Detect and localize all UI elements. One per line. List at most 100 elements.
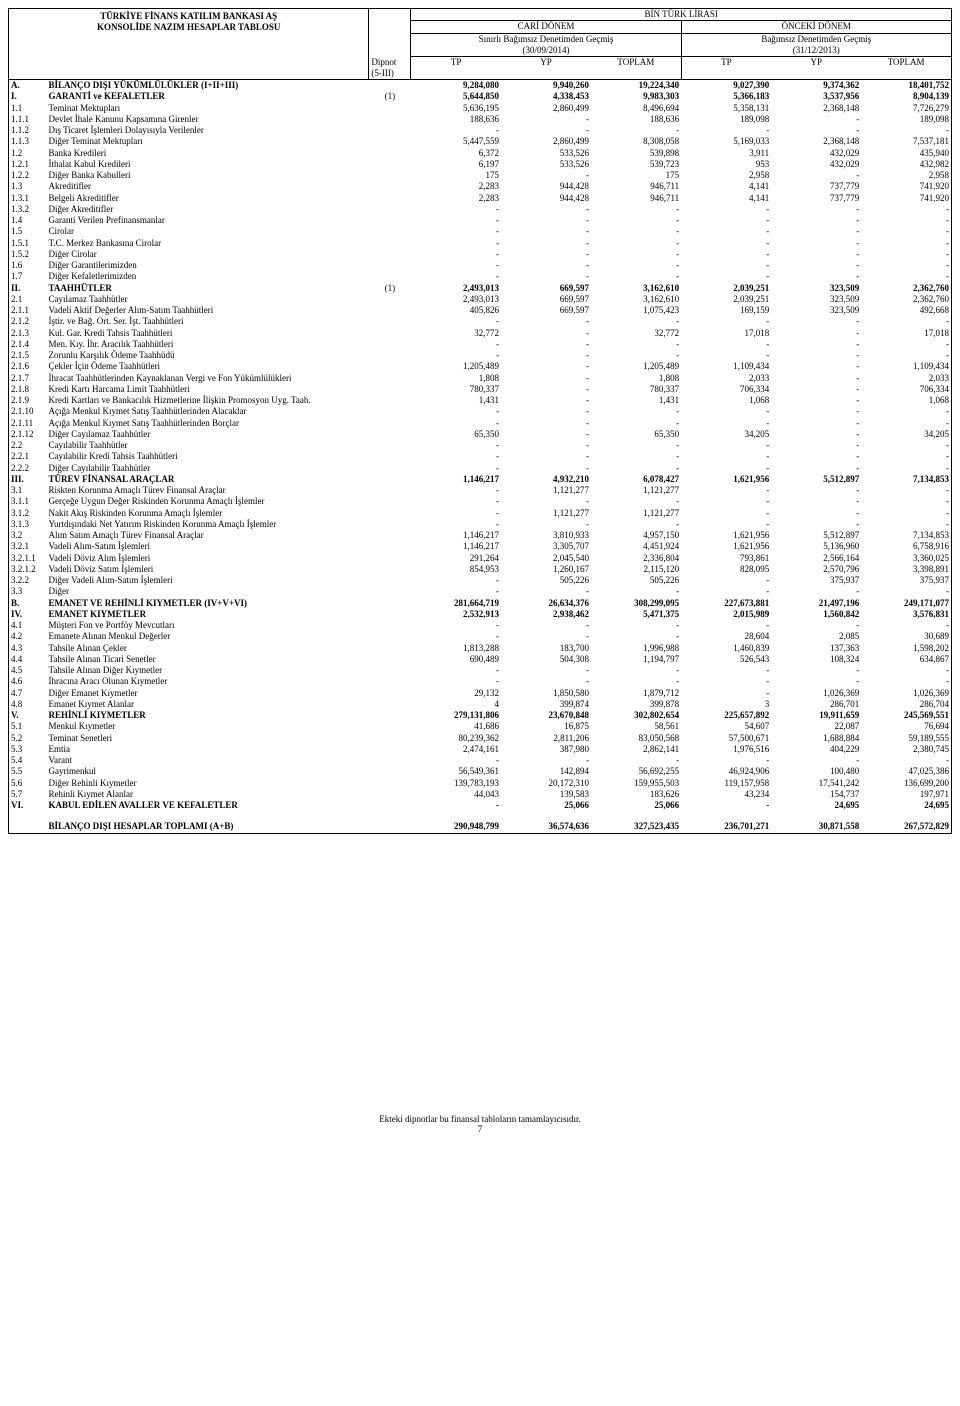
table-row: 5.3Emtia2,474,161387,9802,862,1411,976,5…	[9, 744, 952, 755]
row-value: 17,018	[681, 328, 771, 339]
row-value: 1,068	[681, 395, 771, 406]
row-value: -	[861, 204, 951, 215]
row-value: -	[771, 215, 861, 226]
financial-table: TÜRKİYE FİNANS KATILIM BANKASI AŞ KONSOL…	[8, 8, 952, 834]
row-value: -	[591, 586, 681, 597]
row-value: -	[681, 238, 771, 249]
row-code: 3.1.2	[9, 508, 47, 519]
row-value: -	[771, 249, 861, 260]
row-value: -	[681, 418, 771, 429]
row-note	[369, 418, 411, 429]
row-desc: Kul. Gar. Kredi Tahsis Taahhütleri	[47, 328, 369, 339]
row-value: -	[411, 451, 501, 462]
row-code: 1.2.1	[9, 159, 47, 170]
row-value: 404,229	[771, 744, 861, 755]
row-note	[369, 260, 411, 271]
row-value: 2,938,462	[501, 609, 591, 620]
table-row: 3.2.1.1Vadeli Döviz Alım İşlemleri291,26…	[9, 553, 952, 564]
row-value: 3,162,610	[591, 294, 681, 305]
row-value: -	[681, 575, 771, 586]
row-desc: GARANTİ ve KEFALETLER	[47, 91, 369, 102]
row-value: 225,657,892	[681, 710, 771, 721]
row-value: 291,264	[411, 553, 501, 564]
row-value: 399,878	[591, 699, 681, 710]
table-row: 1.2Banka Kredileri6,372533,526539,8983,9…	[9, 148, 952, 159]
row-code: VI.	[9, 800, 47, 811]
row-desc: Açığa Menkul Kıymet Satış Taahhütlerinde…	[47, 418, 369, 429]
row-code: 1.2	[9, 148, 47, 159]
row-value: 780,337	[591, 384, 681, 395]
row-value: -	[771, 361, 861, 372]
row-value: 9,983,303	[591, 91, 681, 102]
row-code: 2.1.6	[9, 361, 47, 372]
row-value: 25,066	[501, 800, 591, 811]
row-value: -	[411, 665, 501, 676]
row-desc: Nakit Akış Riskinden Korunma Amaçlı İşle…	[47, 508, 369, 519]
row-value: 2,532,913	[411, 609, 501, 620]
row-note	[369, 395, 411, 406]
row-code: 4.5	[9, 665, 47, 676]
row-value: 375,937	[861, 575, 951, 586]
row-value: 175	[411, 170, 501, 181]
row-value: 46,924,906	[681, 766, 771, 777]
row-value: 706,334	[861, 384, 951, 395]
row-value: 492,668	[861, 305, 951, 316]
row-value: 3,911	[681, 148, 771, 159]
row-desc: Diğer Cayılabilir Taahhütler	[47, 463, 369, 474]
row-value: -	[771, 125, 861, 136]
row-value: 669,597	[501, 305, 591, 316]
row-value: -	[501, 519, 591, 530]
row-note	[369, 339, 411, 350]
row-code: 5.1	[9, 721, 47, 732]
table-row: 4.5Tahsile Alınan Diğer Kıymetler------	[9, 665, 952, 676]
row-desc: Kredi Kartları ve Bankacılık Hizmetlerin…	[47, 395, 369, 406]
row-value: 6,758,916	[861, 541, 951, 552]
row-value: 780,337	[411, 384, 501, 395]
row-note	[369, 181, 411, 192]
row-value: -	[501, 350, 591, 361]
row-value: 65,350	[411, 429, 501, 440]
row-value: 22,087	[771, 721, 861, 732]
row-code: 4.8	[9, 699, 47, 710]
row-value: -	[771, 395, 861, 406]
row-value: 3,305,707	[501, 541, 591, 552]
row-value: -	[591, 271, 681, 282]
row-note	[369, 125, 411, 136]
row-value: -	[411, 485, 501, 496]
row-value: 3,810,933	[501, 530, 591, 541]
row-note	[369, 226, 411, 237]
row-value: -	[411, 496, 501, 507]
table-row: 1.5.1T.C. Merkez Bankasına Cirolar------	[9, 238, 952, 249]
table-row: 1.7Diğer Kefaletlerimizden------	[9, 271, 952, 282]
row-value: 56,692,255	[591, 766, 681, 777]
row-desc: TAAHHÜTLER	[47, 283, 369, 294]
row-value: -	[861, 271, 951, 282]
row-value: -	[771, 665, 861, 676]
row-value: -	[411, 620, 501, 631]
row-note	[369, 451, 411, 462]
table-row: 2.2Cayılabilir Taahhütler------	[9, 440, 952, 451]
row-value: 142,894	[501, 766, 591, 777]
row-value: -	[501, 249, 591, 260]
row-code: 1.1	[9, 103, 47, 114]
row-value: 944,428	[501, 193, 591, 204]
row-desc: Teminat Mektupları	[47, 103, 369, 114]
row-note	[369, 103, 411, 114]
row-note	[369, 541, 411, 552]
row-value: 2,860,499	[501, 103, 591, 114]
row-value: 159,955,503	[591, 778, 681, 789]
row-code: 4.7	[9, 688, 47, 699]
row-value: -	[861, 226, 951, 237]
row-value: 139,783,193	[411, 778, 501, 789]
row-value: 2,362,760	[861, 294, 951, 305]
row-code: 2.1.2	[9, 316, 47, 327]
table-row: 5.7Rehinli Kıymet Alanlar44,043139,58318…	[9, 789, 952, 800]
row-note	[369, 485, 411, 496]
row-value: -	[681, 350, 771, 361]
row-value: -	[681, 249, 771, 260]
row-value: -	[861, 260, 951, 271]
row-value: -	[681, 406, 771, 417]
row-value: 3,576,831	[861, 609, 951, 620]
row-desc: Cayılabilir Taahhütler	[47, 440, 369, 451]
row-value: 83,050,568	[591, 733, 681, 744]
